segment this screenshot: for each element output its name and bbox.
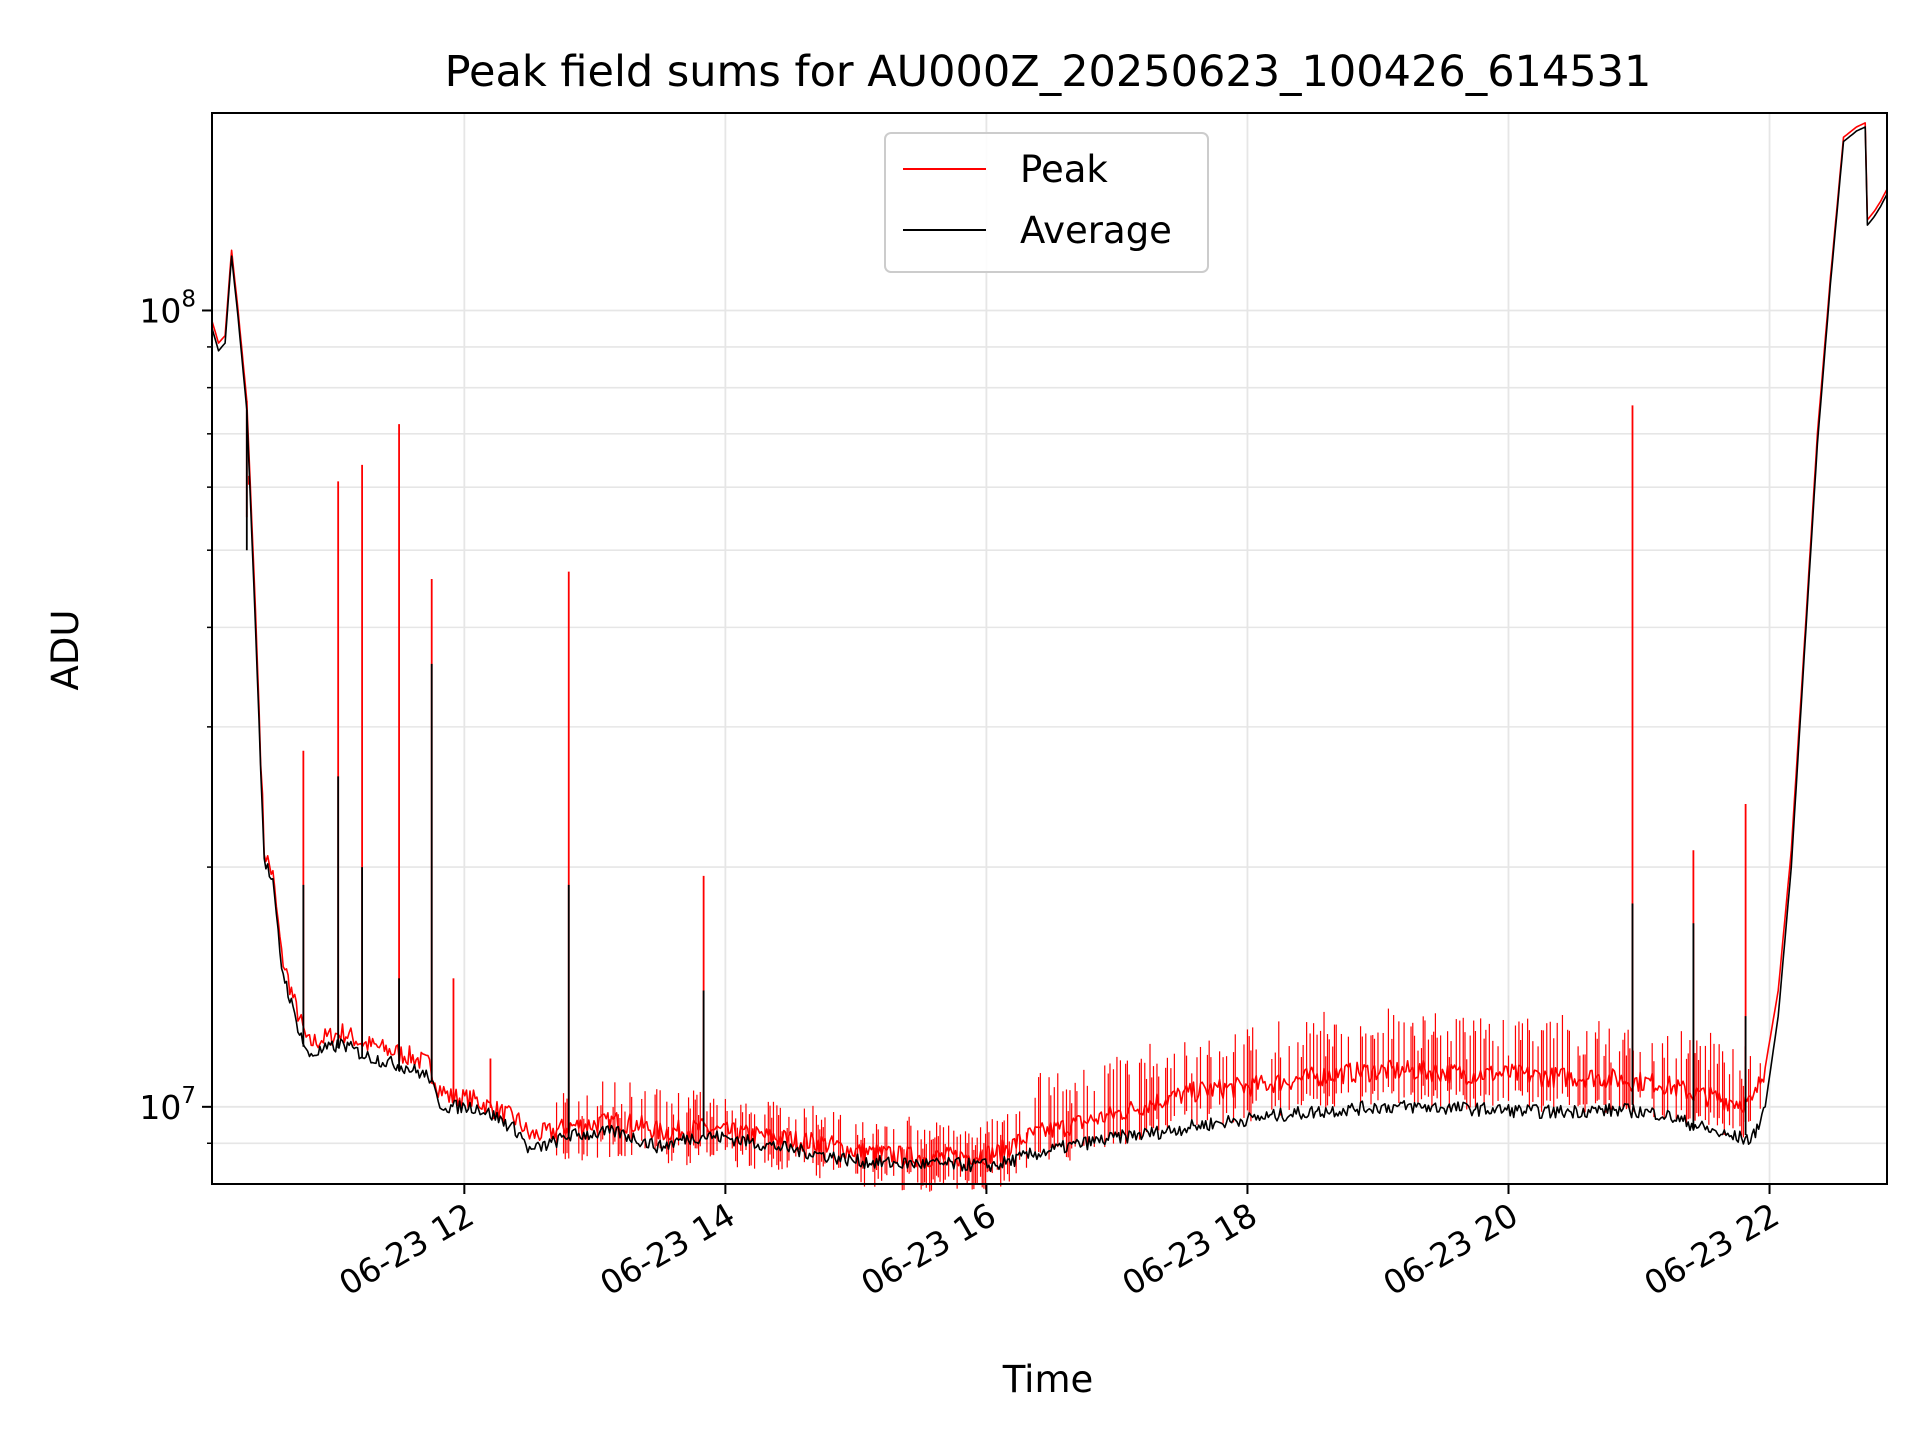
peak-series-line (211, 122, 1888, 1168)
legend: Peak Average (884, 132, 1209, 273)
legend-average-label: Average (1020, 209, 1172, 252)
plot-frame (211, 112, 1888, 1185)
y-axis-label: ADU (44, 610, 87, 691)
average-series-line (211, 126, 1888, 1173)
peak-noise-band (555, 1008, 1761, 1192)
x-axis-label: Time (1002, 1358, 1094, 1401)
chart-title: Peak field sums for AU000Z_20250623_1004… (445, 47, 1652, 97)
legend-peak-label: Peak (1020, 148, 1108, 191)
series-layer (211, 122, 1888, 1192)
legend-box (884, 132, 1209, 273)
